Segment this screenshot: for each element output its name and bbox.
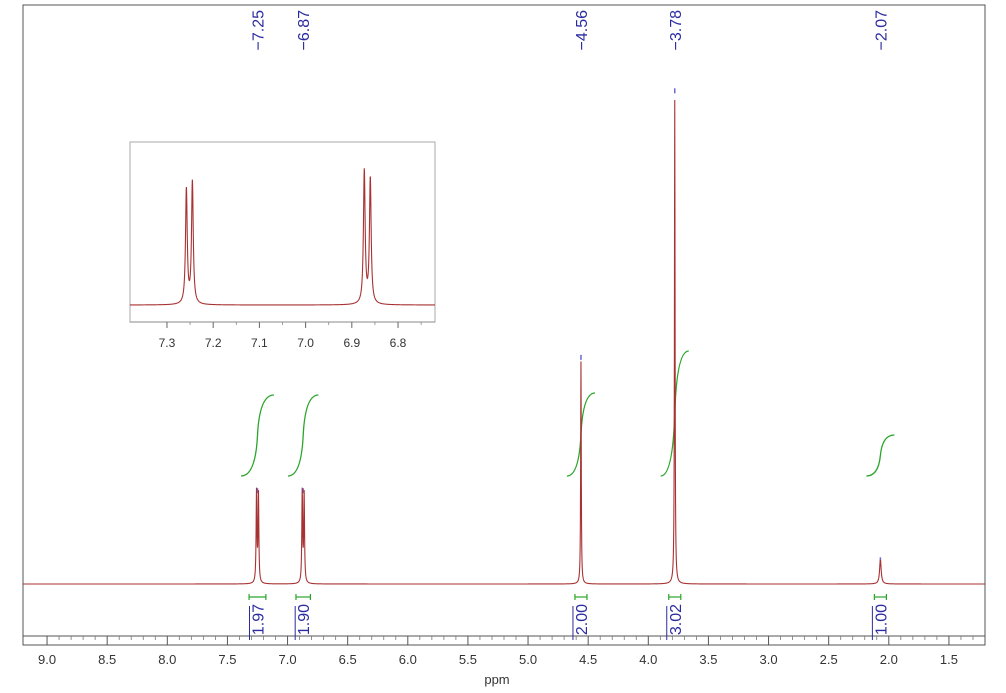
- x-tick-label: 9.0: [38, 652, 56, 667]
- integral-value: 1.90: [296, 604, 313, 635]
- peak-label: −6.87: [296, 10, 313, 51]
- x-axis-label: ppm: [484, 672, 509, 687]
- integrals: 1.97 1.90 2.00 3.02 1.00: [240, 350, 895, 640]
- inset-x-axis-tick-labels: 7.3 7.2 7.1 7.0 6.9 6.8: [159, 336, 407, 350]
- integral-curve: [287, 394, 319, 477]
- x-tick-label: 8.5: [98, 652, 116, 667]
- integral-value: 1.97: [250, 604, 267, 635]
- x-tick-label: 3.0: [760, 652, 778, 667]
- inset-frame: [129, 141, 436, 323]
- x-tick-label: 3.5: [699, 652, 717, 667]
- inset-spectrum-line: [129, 168, 435, 306]
- x-tick-label: 5.5: [459, 652, 477, 667]
- peak-label: −7.25: [250, 10, 267, 51]
- integral-value: 2.00: [574, 604, 591, 635]
- inset-x-tick-label: 7.1: [251, 336, 268, 350]
- x-tick-label: 2.0: [880, 652, 898, 667]
- integral-value: 1.00: [873, 604, 890, 635]
- x-tick-label: 2.5: [820, 652, 838, 667]
- x-tick-label: 7.5: [218, 652, 236, 667]
- integral-value: 3.02: [668, 604, 685, 635]
- x-tick-label: 5.0: [519, 652, 537, 667]
- x-axis-tick-labels: 9.0 8.5 8.0 7.5 7.0 6.5 6.0 5.5 5.0 4.5 4.0 3.5 3.0 2…: [38, 652, 958, 667]
- x-tick-label: 7.0: [279, 652, 297, 667]
- inset-panel: 7.3 7.2 7.1 7.0 6.9 6.8: [129, 141, 436, 350]
- peak-labels: −7.25 −6.87 −4.56 −3.78 −2.07: [250, 10, 890, 563]
- x-tick-label: 1.5: [940, 652, 958, 667]
- inset-x-tick-label: 6.9: [343, 336, 360, 350]
- inset-x-tick-label: 7.3: [159, 336, 176, 350]
- plot-frame: [22, 4, 986, 646]
- peak-label: −3.78: [668, 10, 685, 51]
- inset-x-axis-ticks: [166, 322, 422, 328]
- peak-label: −2.07: [873, 10, 890, 51]
- x-tick-label: 6.0: [399, 652, 417, 667]
- inset-x-tick-label: 7.2: [205, 336, 222, 350]
- integral-curve: [866, 434, 895, 477]
- peak-label: −4.56: [574, 10, 591, 51]
- integral-curve: [240, 394, 274, 477]
- x-tick-label: 6.5: [339, 652, 357, 667]
- inset-x-tick-label: 6.8: [390, 336, 407, 350]
- x-axis-ticks: [46, 636, 974, 645]
- inset-x-tick-label: 7.0: [297, 336, 314, 350]
- x-tick-label: 4.0: [639, 652, 657, 667]
- x-tick-label: 8.0: [158, 652, 176, 667]
- spectrum-line: [23, 99, 985, 585]
- x-tick-label: 4.5: [579, 652, 597, 667]
